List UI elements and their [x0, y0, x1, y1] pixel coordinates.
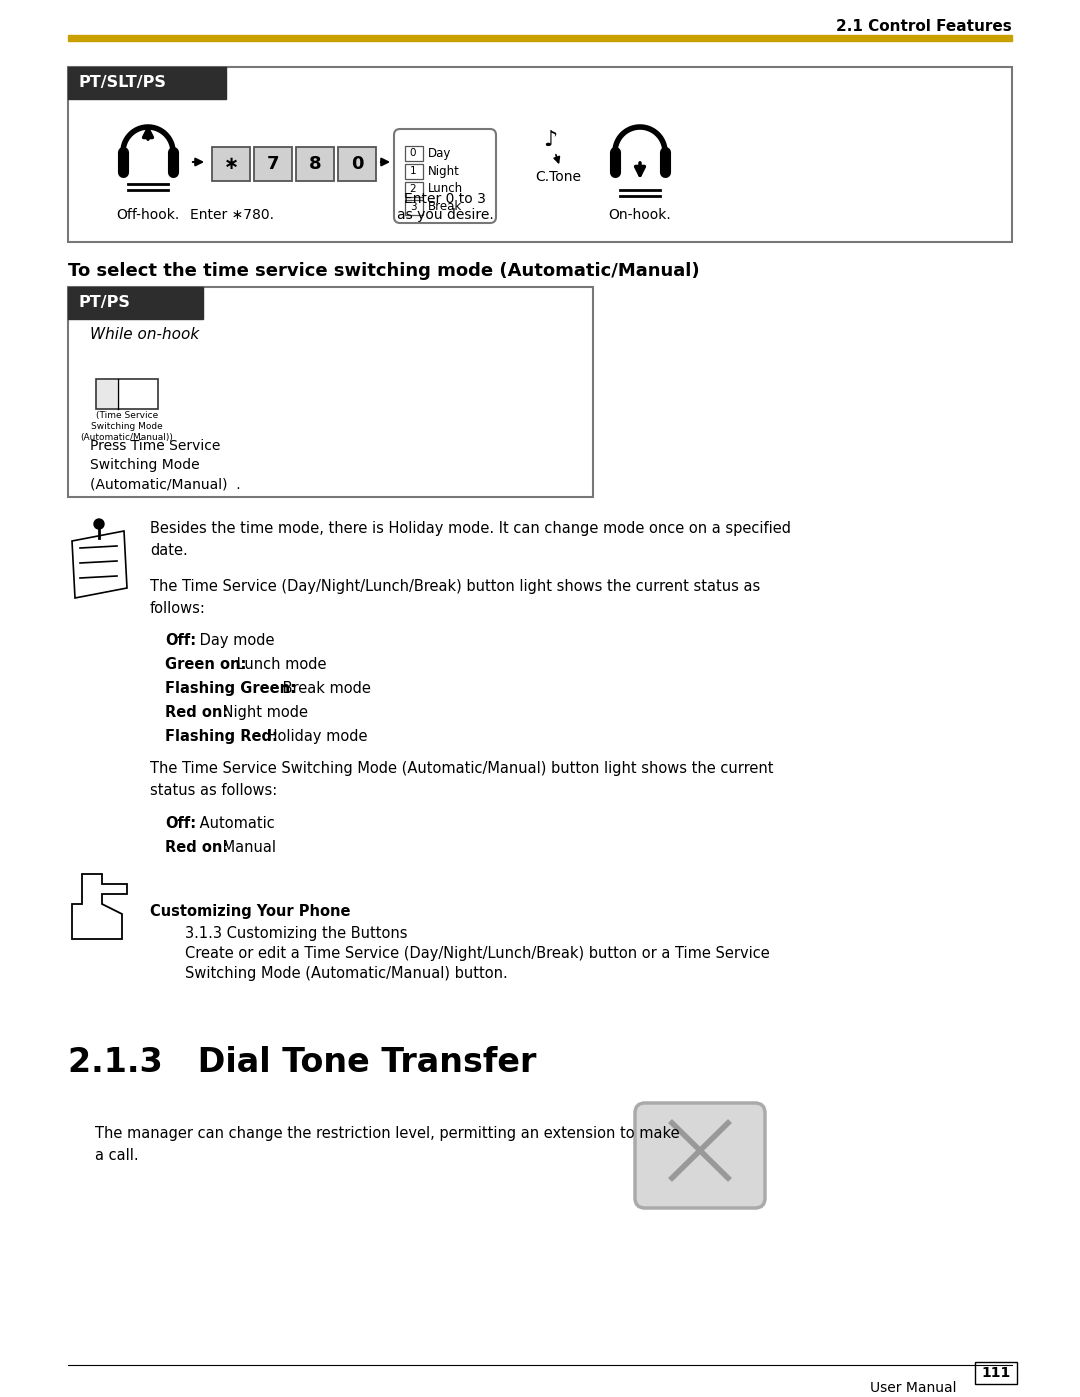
- Text: User Manual: User Manual: [870, 1382, 957, 1396]
- Text: Besides the time mode, there is Holiday mode. It can change mode once on a speci: Besides the time mode, there is Holiday …: [150, 521, 791, 557]
- Text: Automatic: Automatic: [195, 816, 274, 831]
- Text: Night mode: Night mode: [217, 705, 308, 719]
- FancyBboxPatch shape: [97, 380, 117, 408]
- FancyBboxPatch shape: [68, 67, 1012, 242]
- Text: PT/SLT/PS: PT/SLT/PS: [78, 75, 166, 91]
- Text: ♪: ♪: [543, 130, 557, 149]
- Text: 3.1.3 Customizing the Buttons: 3.1.3 Customizing the Buttons: [185, 926, 407, 942]
- Text: On-hook.: On-hook.: [609, 208, 672, 222]
- Text: 0: 0: [351, 155, 363, 173]
- FancyBboxPatch shape: [394, 129, 496, 224]
- FancyBboxPatch shape: [96, 379, 158, 409]
- Text: a call.: a call.: [95, 1148, 138, 1162]
- FancyBboxPatch shape: [405, 200, 422, 215]
- Bar: [68, 67, 226, 99]
- Text: While on-hook: While on-hook: [90, 327, 199, 342]
- Text: 111: 111: [982, 1366, 1011, 1380]
- Text: Manual: Manual: [217, 840, 275, 855]
- Text: The Time Service (Day/Night/Lunch/Break) button light shows the current status a: The Time Service (Day/Night/Lunch/Break)…: [150, 578, 760, 616]
- FancyBboxPatch shape: [635, 1104, 765, 1208]
- Text: Flashing Green:: Flashing Green:: [165, 680, 296, 696]
- Text: Break: Break: [428, 201, 462, 214]
- Text: Day mode: Day mode: [195, 633, 274, 648]
- Bar: [975, 1362, 1017, 1384]
- Circle shape: [94, 520, 104, 529]
- Text: C.Tone: C.Tone: [535, 170, 581, 184]
- FancyBboxPatch shape: [212, 147, 249, 182]
- Polygon shape: [72, 531, 127, 598]
- Text: Green on:: Green on:: [165, 657, 246, 672]
- Text: Holiday mode: Holiday mode: [262, 729, 368, 745]
- Text: 2.1 Control Features: 2.1 Control Features: [836, 20, 1012, 34]
- FancyBboxPatch shape: [338, 147, 376, 182]
- Text: Customizing Your Phone: Customizing Your Phone: [150, 904, 351, 919]
- Bar: [68, 35, 1012, 41]
- Text: The manager can change the restriction level, permitting an extension to make: The manager can change the restriction l…: [95, 1126, 679, 1141]
- FancyBboxPatch shape: [405, 163, 422, 179]
- FancyBboxPatch shape: [405, 182, 422, 197]
- Text: Lunch: Lunch: [428, 183, 463, 196]
- Text: Off:: Off:: [165, 633, 197, 648]
- Text: Red on:: Red on:: [165, 840, 228, 855]
- Bar: [68, 286, 203, 319]
- Text: Press Time Service
Switching Mode
(Automatic/Manual)  .: Press Time Service Switching Mode (Autom…: [90, 439, 241, 492]
- Text: Night: Night: [428, 165, 460, 177]
- FancyBboxPatch shape: [296, 147, 334, 182]
- Text: Lunch mode: Lunch mode: [232, 657, 327, 672]
- Text: 7: 7: [267, 155, 280, 173]
- FancyBboxPatch shape: [405, 145, 422, 161]
- Text: 3: 3: [409, 203, 416, 212]
- Text: PT/PS: PT/PS: [78, 296, 130, 310]
- Text: Switching Mode (Automatic/Manual) button.: Switching Mode (Automatic/Manual) button…: [185, 965, 508, 981]
- Text: 1: 1: [409, 166, 416, 176]
- Text: 8: 8: [309, 155, 322, 173]
- Text: Off-hook.: Off-hook.: [117, 208, 179, 222]
- Text: Off:: Off:: [165, 816, 197, 831]
- Text: Enter ∗780.: Enter ∗780.: [190, 208, 274, 222]
- Text: Enter 0 to 3
as you desire.: Enter 0 to 3 as you desire.: [396, 191, 494, 222]
- Text: ∗: ∗: [224, 155, 239, 173]
- Text: Create or edit a Time Service (Day/Night/Lunch/Break) button or a Time Service: Create or edit a Time Service (Day/Night…: [185, 946, 770, 961]
- Text: Day: Day: [428, 147, 451, 159]
- Polygon shape: [72, 875, 127, 939]
- Text: 2: 2: [409, 184, 416, 194]
- Text: Flashing Red:: Flashing Red:: [165, 729, 278, 745]
- Text: 2.1.3   Dial Tone Transfer: 2.1.3 Dial Tone Transfer: [68, 1046, 537, 1078]
- Text: Break mode: Break mode: [278, 680, 370, 696]
- Text: To select the time service switching mode (Automatic/Manual): To select the time service switching mod…: [68, 263, 700, 279]
- Text: 0: 0: [409, 148, 416, 158]
- Text: Red on:: Red on:: [165, 705, 228, 719]
- FancyBboxPatch shape: [68, 286, 593, 497]
- Text: (Time Service
Switching Mode
(Automatic/Manual)): (Time Service Switching Mode (Automatic/…: [81, 411, 174, 443]
- Text: The Time Service Switching Mode (Automatic/Manual) button light shows the curren: The Time Service Switching Mode (Automat…: [150, 761, 773, 798]
- FancyBboxPatch shape: [254, 147, 292, 182]
